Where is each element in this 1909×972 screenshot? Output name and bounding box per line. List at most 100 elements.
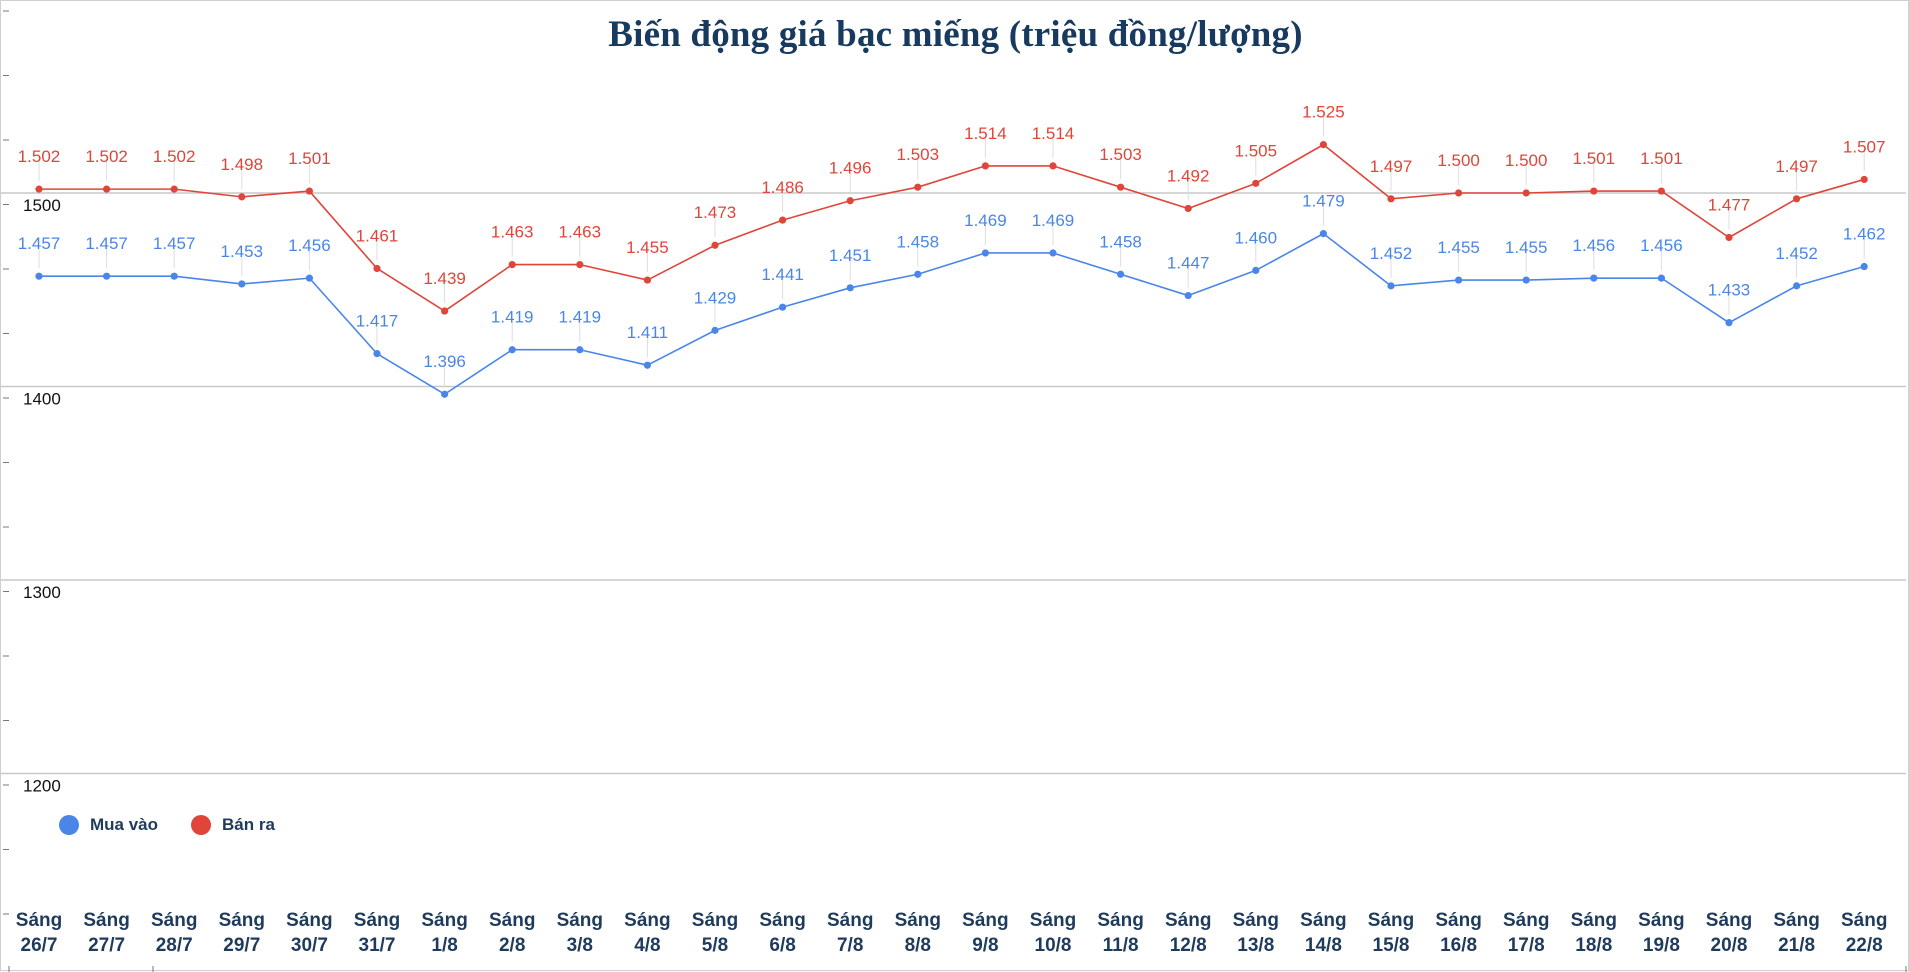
x-tick-label-line1: Sáng xyxy=(83,910,129,931)
data-point xyxy=(711,241,719,249)
data-label: 1.457 xyxy=(85,234,128,253)
y-tick-label: 1500 xyxy=(23,196,61,215)
data-label: 1.525 xyxy=(1302,103,1345,122)
y-tick-label: 1400 xyxy=(23,390,61,409)
x-tick-label-line1: Sáng xyxy=(1368,910,1414,931)
data-label: 1.457 xyxy=(18,234,61,253)
data-point xyxy=(238,280,246,288)
x-tick-label-line1: Sáng xyxy=(962,910,1008,931)
data-point xyxy=(1455,189,1463,197)
data-point xyxy=(1657,187,1665,195)
x-tick-label-line1: Sáng xyxy=(151,910,197,931)
x-tick-label-line1: Sáng xyxy=(1435,910,1481,931)
data-point xyxy=(508,346,516,354)
legend-item-mua-vao: Mua vào xyxy=(59,815,158,835)
x-tick-label-line2: 22/8 xyxy=(1846,935,1883,956)
x-tick-label-line2: 7/8 xyxy=(837,935,863,956)
data-label: 1.417 xyxy=(356,312,399,331)
data-label: 1.396 xyxy=(423,352,466,371)
x-tick-label-line2: 14/8 xyxy=(1305,935,1342,956)
data-label: 1.419 xyxy=(559,308,602,327)
data-point xyxy=(170,272,178,280)
data-point xyxy=(508,260,516,269)
data-point xyxy=(441,307,449,315)
data-label: 1.463 xyxy=(559,223,602,242)
data-point xyxy=(373,264,381,273)
data-point xyxy=(711,326,719,334)
data-point xyxy=(981,249,990,257)
x-tick-label-line2: 3/8 xyxy=(567,935,593,956)
legend-label-ban-ra: Bán ra xyxy=(222,815,275,834)
x-tick-label-line1: Sáng xyxy=(895,910,941,931)
data-label: 1.455 xyxy=(1437,238,1480,257)
data-label: 1.452 xyxy=(1370,244,1413,263)
data-label: 1.460 xyxy=(1235,228,1278,247)
data-label: 1.452 xyxy=(1775,244,1818,263)
data-label: 1.458 xyxy=(1099,232,1142,251)
data-label: 1.453 xyxy=(221,242,264,261)
data-label: 1.502 xyxy=(85,147,128,166)
x-tick-label-line2: 26/7 xyxy=(21,935,58,956)
legend-swatch-mua-vao xyxy=(59,815,79,835)
data-label: 1.456 xyxy=(1640,236,1683,255)
data-label: 1.503 xyxy=(1099,145,1142,164)
series-line-ban-ra xyxy=(39,143,1865,312)
data-label: 1.451 xyxy=(829,246,872,265)
data-label: 1.469 xyxy=(1032,211,1075,230)
data-label: 1.514 xyxy=(964,124,1007,143)
x-tick-label-line2: 31/7 xyxy=(359,935,396,956)
data-point xyxy=(643,361,652,369)
data-point xyxy=(576,346,584,354)
x-tick-label-line1: Sáng xyxy=(1300,910,1346,931)
x-tick-label-line2: 11/8 xyxy=(1103,935,1139,956)
x-tick-label-line2: 4/8 xyxy=(634,935,660,956)
data-point xyxy=(1793,282,1801,290)
data-point xyxy=(1725,319,1733,327)
x-tick-label-line2: 9/8 xyxy=(972,935,998,956)
data-point xyxy=(1590,274,1598,282)
data-label: 1.477 xyxy=(1708,196,1751,215)
x-tick-label-line2: 30/7 xyxy=(291,935,328,956)
x-tick-label-line1: Sáng xyxy=(1571,910,1617,931)
data-label: 1.497 xyxy=(1370,157,1413,176)
x-tick-label-line1: Sáng xyxy=(219,910,265,931)
x-tick-label-line2: 13/8 xyxy=(1237,935,1274,956)
data-point xyxy=(1184,291,1192,300)
data-label: 1.441 xyxy=(761,265,804,284)
data-point xyxy=(643,276,652,284)
data-label: 1.505 xyxy=(1235,141,1278,160)
data-point xyxy=(914,270,922,278)
x-tick-label-line1: Sáng xyxy=(286,910,332,931)
x-tick-label-line2: 20/8 xyxy=(1711,935,1748,956)
data-label: 1.492 xyxy=(1167,166,1210,185)
chart-title: Biến động giá bạc miếng (triệu đồng/lượn… xyxy=(608,14,1303,55)
data-point xyxy=(1319,141,1327,149)
x-tick-label-line1: Sáng xyxy=(1841,910,1887,931)
data-label: 1.455 xyxy=(626,238,669,257)
data-label: 1.429 xyxy=(694,288,737,307)
data-label: 1.502 xyxy=(153,147,196,166)
legend-label-mua-vao: Mua vào xyxy=(90,815,159,834)
x-tick-label-line2: 19/8 xyxy=(1643,935,1680,956)
x-tick-label-line1: Sáng xyxy=(421,910,467,931)
data-point xyxy=(1319,230,1327,238)
data-label: 1.486 xyxy=(761,178,804,197)
data-label: 1.462 xyxy=(1843,225,1886,244)
data-label: 1.456 xyxy=(288,236,331,255)
data-label: 1.439 xyxy=(423,269,466,288)
data-label: 1.497 xyxy=(1775,157,1818,176)
data-label: 1.503 xyxy=(897,145,940,164)
data-label: 1.507 xyxy=(1843,137,1886,156)
data-label: 1.514 xyxy=(1032,124,1075,143)
x-tick-label-line2: 10/8 xyxy=(1035,935,1072,956)
data-point xyxy=(1387,195,1395,203)
x-tick-label-line2: 18/8 xyxy=(1575,935,1612,956)
data-point xyxy=(1049,162,1057,170)
data-label: 1.457 xyxy=(153,234,196,253)
data-point xyxy=(305,274,313,282)
x-tick-label-line2: 6/8 xyxy=(769,935,795,956)
data-point xyxy=(35,272,43,280)
x-tick-label-line2: 27/7 xyxy=(88,935,125,956)
data-label: 1.479 xyxy=(1302,192,1345,211)
